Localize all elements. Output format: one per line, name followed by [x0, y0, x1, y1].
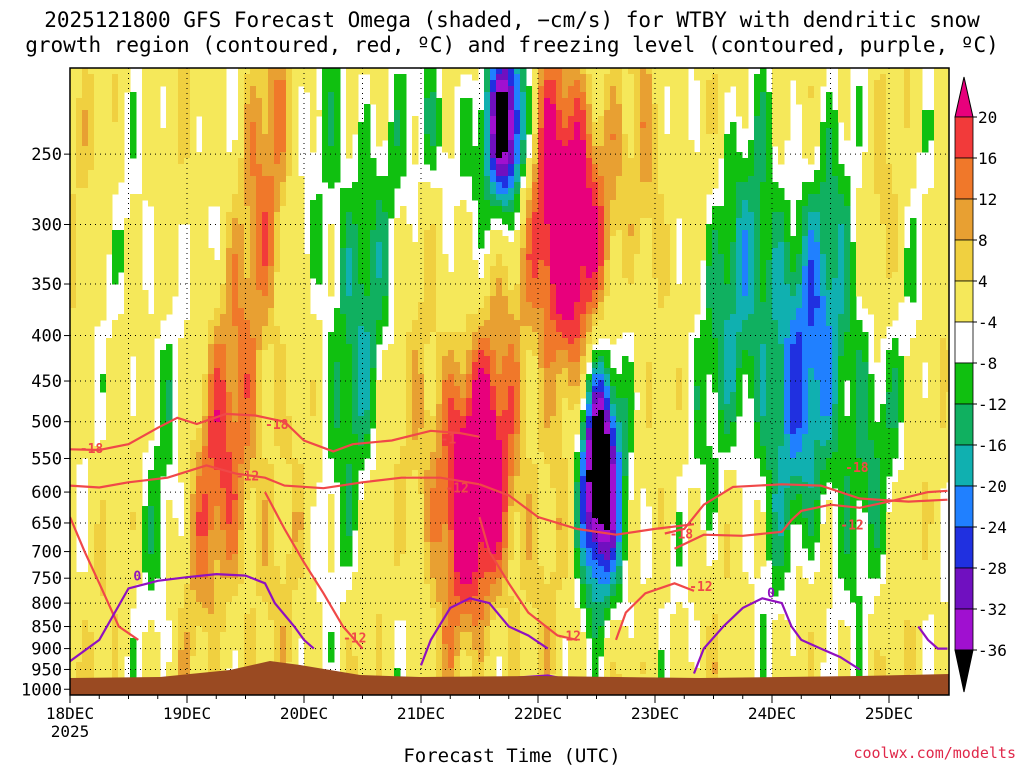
- colorbar-bin: [954, 403, 974, 446]
- contour-label: -12: [236, 470, 259, 485]
- colorbar-bin: [954, 444, 974, 487]
- colorbar-label: -32: [978, 600, 1007, 619]
- colorbar-bin: [954, 608, 974, 651]
- x-tick-label: 24DEC: [748, 704, 796, 723]
- colorbar-bin: [954, 567, 974, 610]
- contour-label: -1: [441, 432, 457, 447]
- dgz-contour-12: [70, 464, 695, 536]
- y-tick-label: 600: [31, 483, 62, 503]
- x-tick-label: 25DEC: [865, 704, 913, 723]
- y-tick-label: 500: [31, 413, 62, 433]
- colorbar-label: 16: [978, 149, 997, 168]
- x-tick-label: 19DEC: [163, 704, 211, 723]
- ground-terrain: [70, 661, 949, 695]
- x-tick-label: 22DEC: [514, 704, 562, 723]
- chart-title-line2: growth region (contoured, red, ºC) and f…: [25, 33, 999, 57]
- dgz-20dec: [264, 491, 364, 650]
- colorbar-label: -20: [978, 477, 1007, 496]
- ground-fill: [70, 661, 949, 695]
- colorbar-label: -16: [978, 436, 1007, 455]
- contour-label: 0: [767, 586, 775, 601]
- colorbar-label: -4: [978, 313, 997, 332]
- colorbar-bin: [954, 321, 974, 364]
- colorbar-bin: [954, 526, 974, 569]
- colorbar-bottom-arrow: [954, 649, 974, 693]
- contour-label: -12: [558, 629, 581, 644]
- y-tick-label: 400: [31, 327, 62, 347]
- colorbar-label: 20: [978, 108, 997, 127]
- y-tick-label: 350: [31, 275, 62, 295]
- x-year-label: 2025: [51, 722, 90, 741]
- freezing-contour-c: [692, 597, 861, 674]
- x-tick-label: 20DEC: [280, 704, 328, 723]
- y-tick-label: 850: [31, 618, 62, 638]
- colorbar-label: -24: [978, 518, 1007, 537]
- dgz-contour-18b: [674, 489, 948, 550]
- x-tick-label: 23DEC: [631, 704, 679, 723]
- contour-label: -18: [845, 461, 869, 476]
- freezing-contour-a: [70, 572, 315, 663]
- colorbar-label: 4: [978, 272, 988, 291]
- dgz-contour-18: [70, 412, 480, 453]
- contour-lines: -18 -18 -12 -1 -12 -18 -12 -12 -12 -18 -12 0 0: [70, 412, 948, 685]
- omega-field: [70, 68, 949, 695]
- colorbar-bin: [954, 362, 974, 405]
- y-tick-label: 900: [31, 640, 62, 660]
- colorbar-bin: [954, 485, 974, 528]
- colorbar-top-arrow: [954, 76, 974, 118]
- y-tick-label: 950: [31, 660, 62, 680]
- dgz-22dec: [614, 582, 695, 641]
- y-tick-label: 1000: [21, 680, 62, 700]
- contour-label: -12: [689, 580, 712, 595]
- colorbar-bin: [954, 239, 974, 282]
- colorbar-label: -8: [978, 354, 997, 373]
- freezing-contour-d: [917, 625, 948, 650]
- colorbar-label: 8: [978, 231, 988, 250]
- y-tick-label: 550: [31, 449, 62, 469]
- y-tick-label: 300: [31, 216, 62, 236]
- contour-label: -12: [343, 632, 366, 647]
- contour-label: 0: [133, 570, 141, 585]
- colorbar-bin: [954, 198, 974, 241]
- colorbar-bin: [954, 116, 974, 159]
- contour-label: -18: [80, 442, 104, 457]
- contour-label: -18: [670, 528, 694, 543]
- y-axis: 2503003504004505005506006507007508008509…: [21, 145, 70, 700]
- y-tick-label: 450: [31, 372, 62, 392]
- colorbar-label: -12: [978, 395, 1007, 414]
- contour-label: -18: [265, 418, 289, 433]
- colorbar-label: -28: [978, 559, 1007, 578]
- y-tick-label: 700: [31, 543, 62, 563]
- dgz-21dec: [478, 516, 578, 641]
- colorbar: 20 16 12 8 4 -4 -8 -12 -16 -20 -24 -28 -32 -36: [954, 76, 1007, 693]
- credit-text: coolwx.com/modelts: [853, 744, 1016, 762]
- colorbar-label: -36: [978, 641, 1007, 660]
- chart-title-line1: 2025121800 GFS Forecast Omega (shaded, −…: [44, 8, 980, 32]
- x-axis-title: Forecast Time (UTC): [403, 745, 621, 767]
- contour-label: -12: [445, 482, 468, 497]
- x-axis: 18DEC 19DEC 20DEC 21DEC 22DEC 23DEC 24DEC 25DEC…: [46, 695, 919, 741]
- dgz-left: [70, 516, 139, 641]
- colorbar-bin: [954, 280, 974, 323]
- y-tick-label: 250: [31, 145, 62, 165]
- x-tick-label: 18DEC: [46, 704, 94, 723]
- x-tick-label: 21DEC: [397, 704, 445, 723]
- y-tick-label: 650: [31, 514, 62, 534]
- colorbar-bin: [954, 157, 974, 200]
- y-tick-label: 800: [31, 594, 62, 614]
- contour-label: -12: [840, 519, 863, 534]
- y-tick-label: 750: [31, 569, 62, 589]
- freezing-contour-b: [419, 597, 549, 666]
- colorbar-label: 12: [978, 190, 997, 209]
